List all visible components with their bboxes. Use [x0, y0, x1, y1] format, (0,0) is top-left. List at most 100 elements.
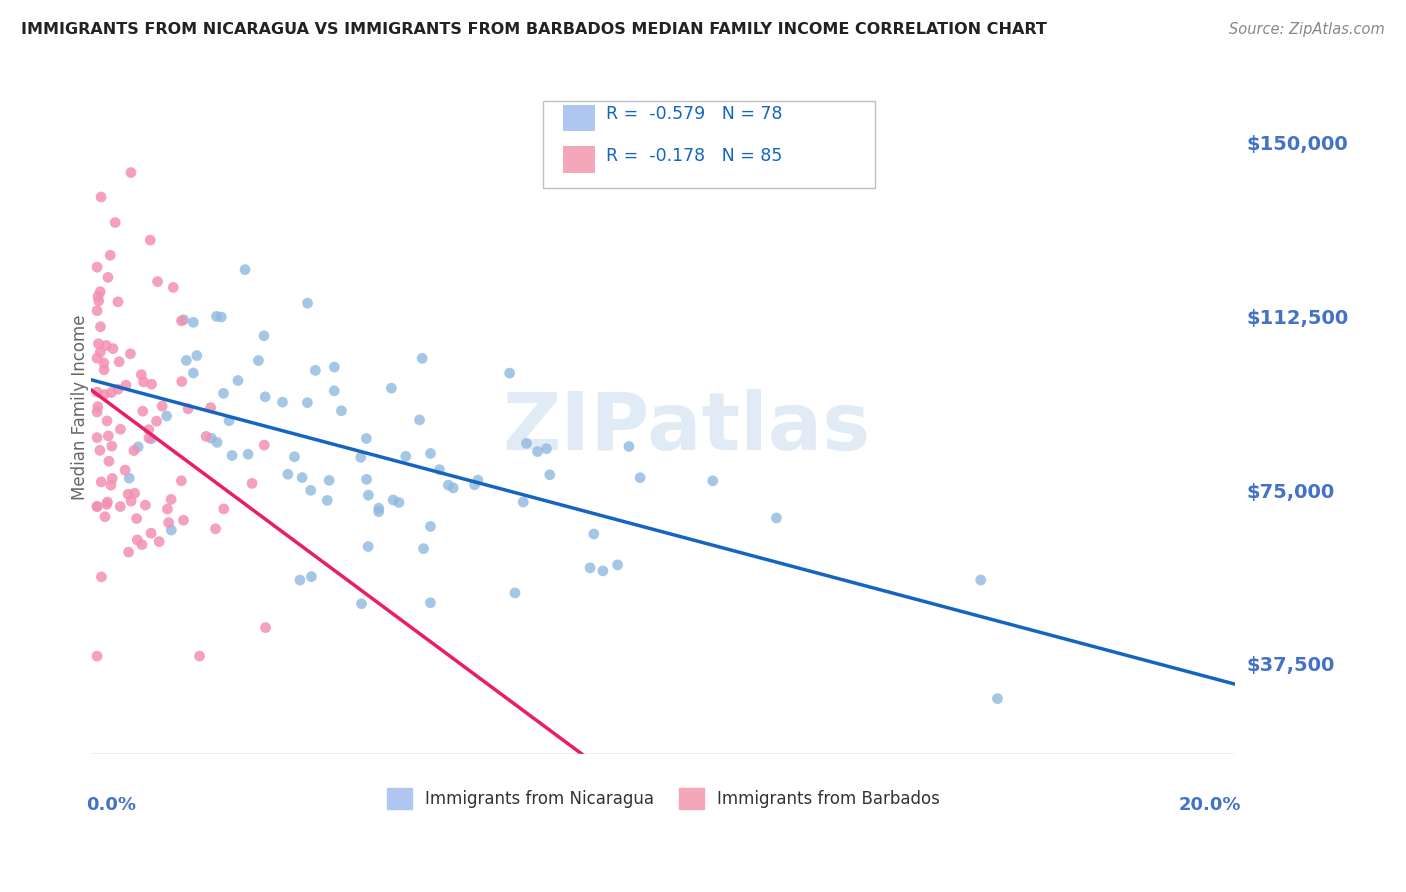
Point [93, 356, 115, 370]
Point [254, 390, 277, 404]
Point [141, 377, 163, 392]
Point [120, 165, 142, 179]
Point [110, 422, 132, 436]
Point [145, 414, 167, 428]
Point [86, 500, 108, 514]
Point [617, 440, 640, 454]
Point [127, 533, 149, 547]
Point [467, 473, 489, 487]
Point [367, 505, 389, 519]
Point [628, 471, 651, 485]
Point [221, 449, 243, 463]
Point [125, 511, 148, 525]
Point [139, 526, 162, 541]
Point [212, 502, 235, 516]
Point [183, 315, 205, 329]
Point [765, 511, 787, 525]
Point [350, 450, 373, 465]
Point [205, 435, 228, 450]
Point [162, 280, 184, 294]
Text: IMMIGRANTS FROM NICARAGUA VS IMMIGRANTS FROM BARBADOS MEDIAN FAMILY INCOME CORRE: IMMIGRANTS FROM NICARAGUA VS IMMIGRANTS … [21, 22, 1047, 37]
Point [107, 294, 129, 309]
Point [86, 351, 108, 366]
Point [582, 527, 605, 541]
Point [139, 233, 162, 247]
Point [579, 561, 602, 575]
Point [299, 483, 322, 498]
Point [101, 471, 124, 485]
Point [218, 414, 240, 428]
Point [89, 319, 111, 334]
Point [124, 486, 146, 500]
Point [419, 446, 441, 460]
Point [96, 414, 118, 428]
Point [512, 495, 534, 509]
Point [330, 404, 353, 418]
Point [986, 691, 1008, 706]
Point [388, 495, 411, 509]
Point [357, 488, 380, 502]
Point [104, 215, 127, 229]
Point [93, 387, 115, 401]
Point [304, 363, 326, 377]
Point [702, 474, 724, 488]
Point [86, 260, 108, 274]
Point [526, 444, 548, 458]
Point [240, 476, 263, 491]
Point [86, 431, 108, 445]
Point [118, 471, 141, 485]
Point [86, 649, 108, 664]
Point [419, 596, 441, 610]
Point [498, 366, 520, 380]
Point [146, 275, 169, 289]
Point [131, 538, 153, 552]
Point [356, 472, 378, 486]
Point [236, 447, 259, 461]
Text: R =  -0.579   N = 78: R = -0.579 N = 78 [606, 105, 783, 123]
Point [441, 481, 464, 495]
Point [297, 395, 319, 409]
Point [299, 569, 322, 583]
FancyBboxPatch shape [562, 104, 595, 131]
Point [86, 384, 108, 399]
Point [200, 401, 222, 415]
Point [323, 384, 346, 398]
Point [181, 366, 204, 380]
Point [156, 502, 179, 516]
Point [100, 385, 122, 400]
Point [592, 564, 614, 578]
Point [380, 381, 402, 395]
Point [120, 494, 142, 508]
Point [195, 429, 218, 443]
Point [200, 431, 222, 445]
Point [138, 431, 160, 445]
Point [108, 355, 131, 369]
Point [94, 509, 117, 524]
FancyBboxPatch shape [562, 146, 595, 173]
Point [277, 467, 299, 482]
Point [97, 270, 120, 285]
Point [419, 519, 441, 533]
Point [132, 404, 155, 418]
Point [437, 478, 460, 492]
Point [253, 328, 276, 343]
Text: R =  -0.178   N = 85: R = -0.178 N = 85 [606, 147, 783, 165]
Point [283, 450, 305, 464]
Point [254, 621, 277, 635]
Point [233, 262, 256, 277]
Point [87, 336, 110, 351]
Point [101, 439, 124, 453]
Point [127, 440, 149, 454]
Point [98, 248, 121, 262]
Point [96, 495, 118, 509]
Point [96, 338, 118, 352]
Point [291, 470, 314, 484]
Point [503, 586, 526, 600]
Point [156, 409, 179, 423]
Point [87, 400, 110, 414]
Point [408, 413, 430, 427]
Text: 20.0%: 20.0% [1178, 796, 1241, 814]
FancyBboxPatch shape [543, 102, 875, 188]
Point [538, 467, 561, 482]
Point [297, 296, 319, 310]
